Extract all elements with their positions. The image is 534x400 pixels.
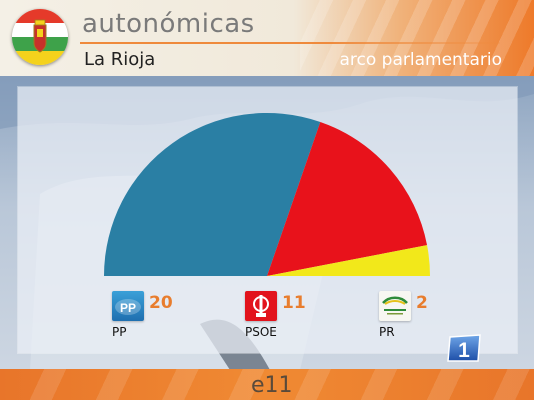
seat-slice-pp <box>104 112 321 276</box>
channel-logo-icon: 1 <box>447 334 481 362</box>
psoe-logo-icon <box>245 291 277 321</box>
footer-pattern <box>0 369 534 400</box>
psoe-seats: 11 <box>282 293 306 313</box>
header-divider <box>80 42 500 44</box>
header-pattern <box>300 0 534 76</box>
section-label: arco parlamentario <box>339 50 502 70</box>
region-name: La Rioja <box>84 49 156 70</box>
page-title: autonómicas <box>82 9 255 39</box>
pp-name: PP <box>112 325 127 339</box>
seat-slice-psoe <box>267 121 428 277</box>
seat-slice-pr <box>267 245 430 276</box>
pr-name: PR <box>379 325 395 339</box>
pr-logo-icon <box>379 291 411 321</box>
pp-logo-text: PP <box>120 301 136 315</box>
footer-bar <box>0 369 534 400</box>
pp-seats: 20 <box>149 293 173 313</box>
pp-logo-icon: PP <box>112 291 144 321</box>
channel-logo-text: 1 <box>458 339 470 362</box>
region-flag-icon <box>12 9 68 65</box>
pr-seats: 2 <box>416 293 428 313</box>
header-bar <box>0 0 534 76</box>
election-logo: e11 <box>251 373 293 398</box>
psoe-name: PSOE <box>245 325 277 339</box>
